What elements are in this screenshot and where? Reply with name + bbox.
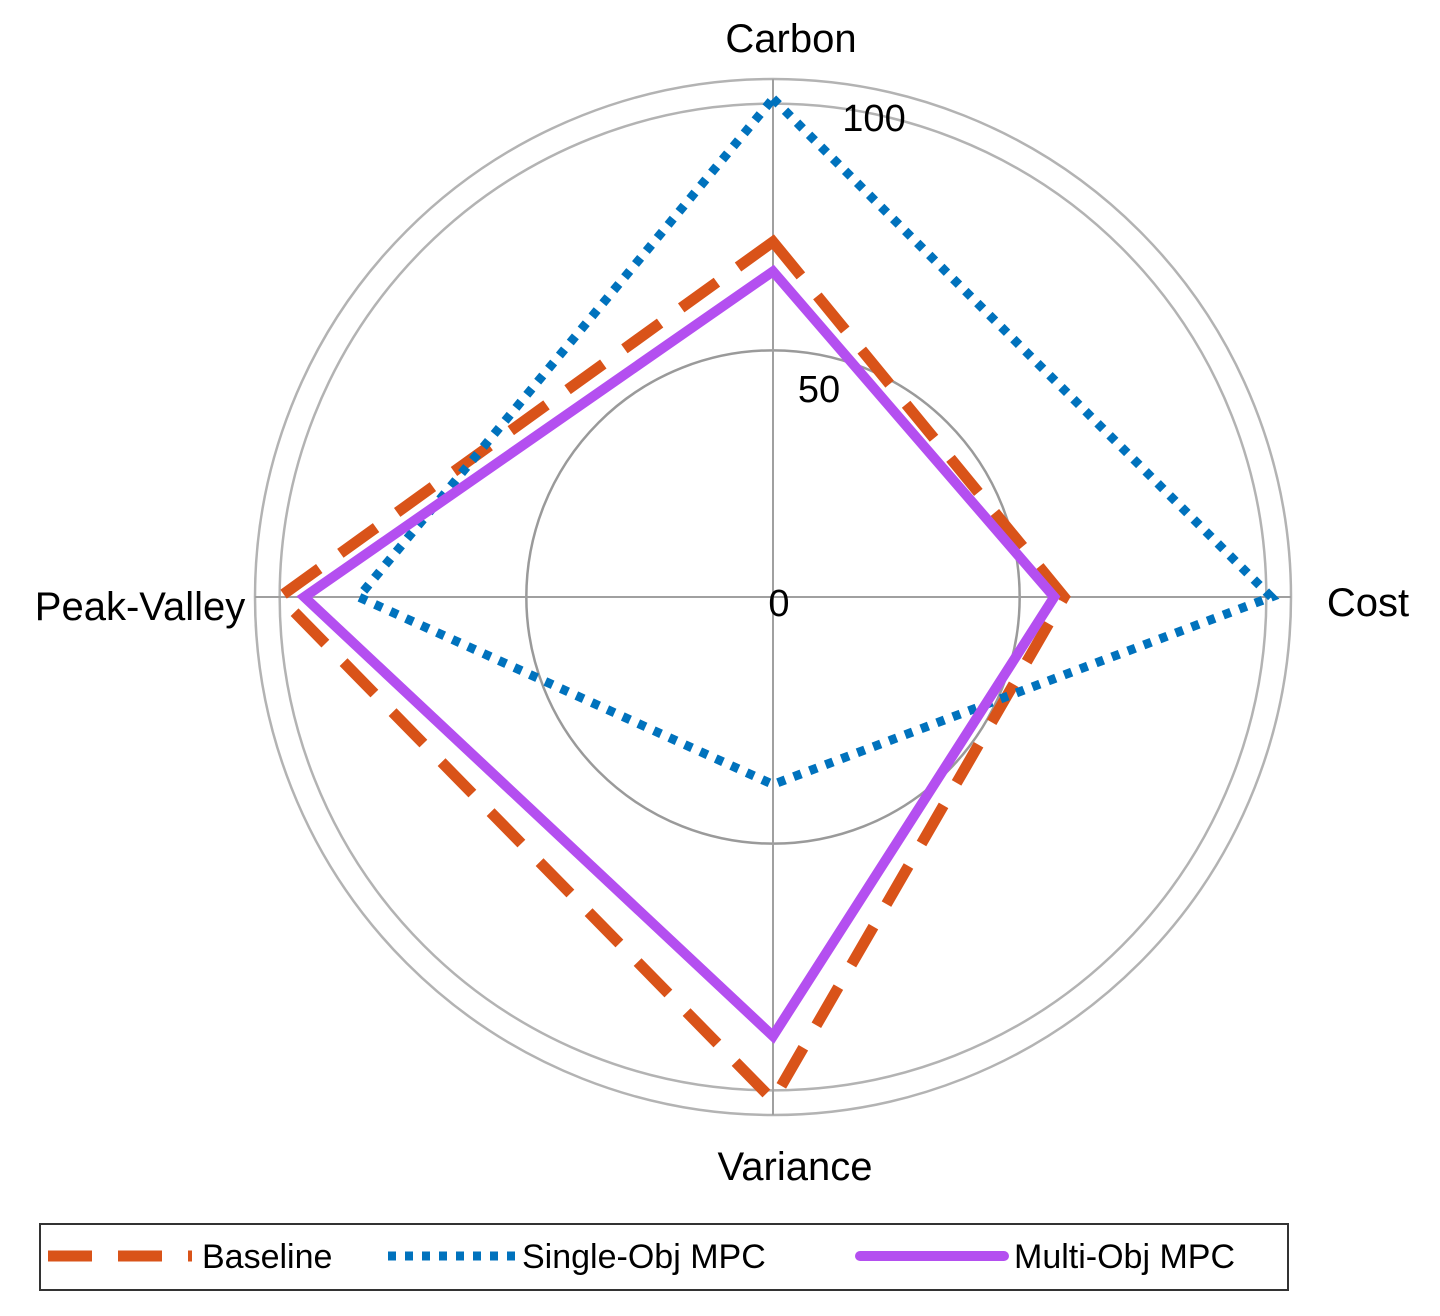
legend: Baseline Single-Obj MPC Multi-Obj MPC: [39, 1223, 1289, 1291]
legend-label-2: Multi-Obj MPC: [1014, 1238, 1235, 1276]
series-line-1: [351, 92, 1280, 790]
ring-tick-label-0: 0: [768, 583, 789, 625]
axis-label-cost: Cost: [1327, 581, 1409, 625]
labels: Carbon Cost Variance Peak-Valley 0 50 100: [35, 17, 1409, 1189]
series-line-2: [296, 264, 1061, 1044]
ring-tick-label-50: 50: [798, 369, 840, 411]
legend-label-1: Single-Obj MPC: [522, 1238, 766, 1276]
legend-box: [39, 1223, 1289, 1291]
series-line-0: [271, 234, 1071, 1110]
axis-label-variance: Variance: [718, 1145, 873, 1189]
ring-tick-label-100: 100: [842, 98, 905, 140]
axis-label-carbon: Carbon: [725, 17, 856, 61]
series-group: [271, 92, 1280, 1110]
axis-label-peak-valley: Peak-Valley: [35, 585, 245, 629]
legend-label-0: Baseline: [202, 1238, 332, 1276]
